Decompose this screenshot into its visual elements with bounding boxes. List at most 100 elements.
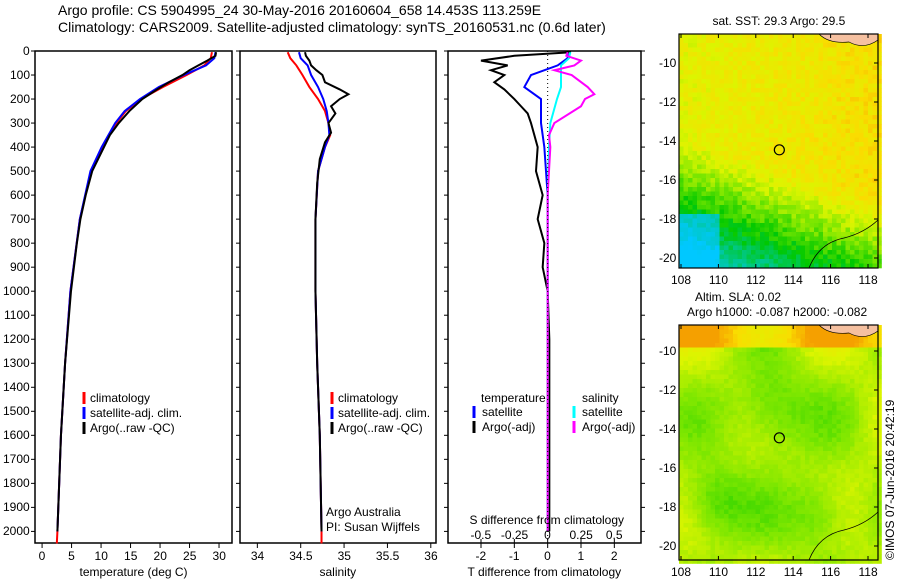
- map-cell: [854, 209, 860, 215]
- map-cell: [836, 424, 842, 429]
- map-cell: [809, 65, 815, 71]
- map-cell: [751, 241, 756, 246]
- map-cell: [832, 205, 837, 210]
- map-cell: [773, 133, 779, 138]
- map-cell: [868, 536, 873, 542]
- map-cell: [724, 509, 729, 515]
- map-cell: [859, 164, 864, 170]
- map-cell: [827, 70, 833, 75]
- map-cell: [827, 415, 833, 420]
- map-cell: [872, 500, 878, 506]
- map-cell: [697, 343, 702, 348]
- map-cell: [688, 133, 693, 138]
- map-cell: [836, 178, 842, 183]
- map-cell: [827, 52, 833, 57]
- map-cell: [791, 169, 797, 174]
- map-cell: [751, 115, 756, 120]
- map-cell: [746, 218, 752, 224]
- map-cell: [818, 545, 824, 551]
- map-cell: [814, 523, 819, 528]
- map-cell: [796, 514, 801, 519]
- map-cell: [841, 460, 846, 465]
- map-cell: [769, 496, 774, 501]
- map-cell: [710, 491, 716, 497]
- map-cell: [854, 259, 860, 264]
- map-cell: [841, 437, 846, 443]
- map-cell: [715, 83, 720, 89]
- map-cell: [823, 52, 828, 57]
- map-cell: [868, 52, 873, 57]
- map-cell: [728, 478, 734, 483]
- map-cell: [782, 496, 788, 501]
- map-cell: [872, 496, 878, 501]
- map-cell: [827, 514, 833, 519]
- map-cell: [868, 227, 873, 233]
- map-cell: [805, 88, 810, 93]
- map-cell: [850, 187, 855, 192]
- map-cell: [710, 115, 716, 120]
- map-cell: [715, 352, 720, 357]
- map-cell: [737, 559, 743, 564]
- map-cell: [859, 70, 864, 75]
- map-cell: [800, 173, 806, 179]
- map-cell: [701, 223, 707, 228]
- map-cell: [697, 509, 702, 515]
- map-cell: [845, 56, 851, 62]
- map-cell: [845, 137, 851, 143]
- map-cell: [850, 115, 855, 120]
- map-cell: [764, 61, 770, 66]
- map-cell: [863, 97, 869, 102]
- map-cell: [818, 61, 824, 66]
- map-cell: [755, 178, 761, 183]
- map-cell: [832, 473, 837, 479]
- map-cell: [697, 74, 702, 80]
- map-cell: [751, 532, 756, 537]
- map-cell: [791, 205, 797, 210]
- map-cell: [769, 191, 774, 197]
- map-cell: [836, 88, 842, 93]
- map-cell: [692, 34, 698, 39]
- map-cell: [778, 209, 783, 215]
- map-cell: [782, 169, 788, 174]
- map-cell: [877, 388, 882, 393]
- map-cell: [796, 38, 801, 44]
- map-cell: [742, 374, 747, 380]
- map-cell: [755, 550, 761, 555]
- map-cell: [697, 115, 702, 120]
- map-cell: [877, 106, 882, 111]
- map-cell: [728, 191, 734, 197]
- map-cell: [791, 334, 797, 339]
- map-cell: [769, 182, 774, 188]
- map-cell: [863, 101, 869, 107]
- map-cell: [859, 200, 864, 206]
- map-cell: [850, 379, 855, 384]
- map-cell: [845, 383, 851, 389]
- map-cell: [836, 361, 842, 366]
- map-cell: [854, 110, 860, 116]
- map-cell: [679, 356, 684, 362]
- map-cell: [814, 137, 819, 143]
- map-cell: [818, 218, 824, 224]
- map-cell: [755, 388, 761, 393]
- map-cell: [710, 236, 716, 242]
- map-cell: [724, 401, 729, 407]
- map-cell: [742, 338, 747, 344]
- map-cell: [737, 79, 743, 84]
- map-cell: [800, 43, 806, 48]
- map-cell: [818, 142, 824, 147]
- map-cell: [769, 442, 774, 447]
- map-cell: [827, 460, 833, 465]
- map-cell: [701, 437, 707, 443]
- map-cell: [710, 334, 716, 339]
- map-cell: [742, 218, 747, 224]
- map-cell: [863, 182, 869, 188]
- map-cell: [805, 79, 810, 84]
- map-cell: [845, 500, 851, 506]
- map-cell: [832, 97, 837, 102]
- map-cell: [778, 254, 783, 260]
- map-cell: [737, 250, 743, 255]
- map-cell: [782, 550, 788, 555]
- map-cell: [854, 559, 860, 564]
- map-cell: [751, 505, 756, 510]
- map-cell: [737, 469, 743, 474]
